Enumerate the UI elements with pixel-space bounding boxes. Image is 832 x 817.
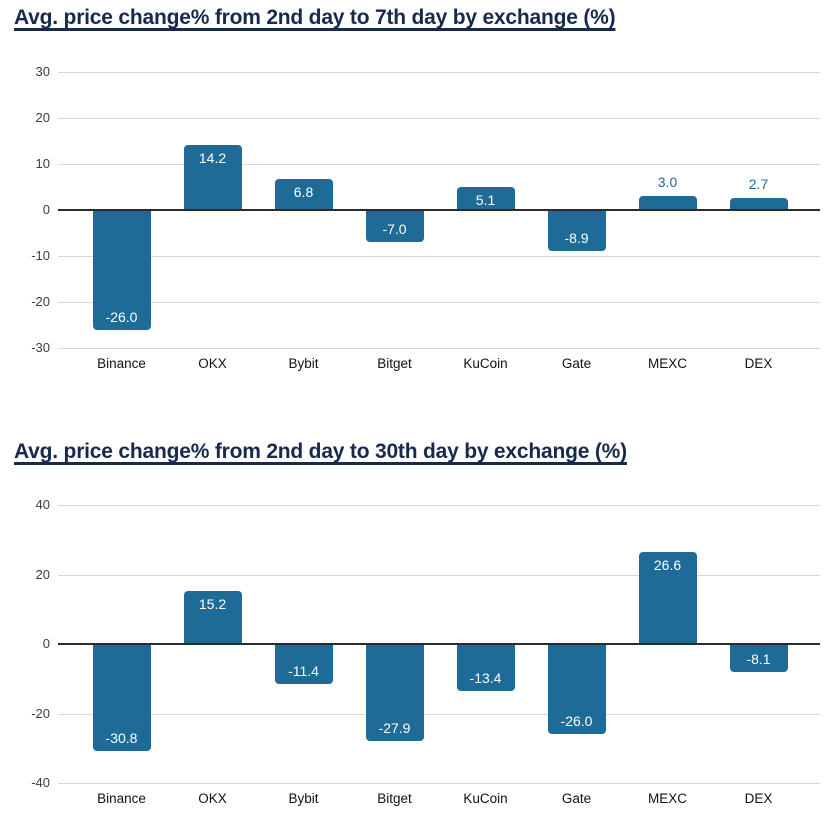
y-tick-label: -40 [31, 775, 50, 790]
bar-value-label: 2.7 [748, 175, 769, 192]
bar-column-kucoin: -13.4 [440, 505, 531, 783]
bar-value-label: -26.0 [560, 713, 593, 730]
bar-column-okx: 14.2 [167, 72, 258, 348]
bar-mexc [638, 196, 697, 210]
bar-value-label: -7.0 [382, 221, 407, 238]
chart-title-7day: Avg. price change% from 2nd day to 7th d… [14, 6, 616, 29]
gridline [58, 72, 820, 73]
x-tick-label-dex: DEX [744, 791, 773, 806]
zero-axis-line [58, 643, 820, 645]
x-tick-label-okx: OKX [198, 356, 227, 371]
gridline [58, 256, 820, 257]
gridline [58, 164, 820, 165]
bar-value-label: -27.9 [378, 719, 411, 736]
gridline [58, 348, 820, 349]
bar-dex: -8.1 [729, 644, 788, 673]
bar-value-label: 6.8 [293, 183, 314, 200]
x-tick-label-mexc: MEXC [647, 356, 687, 371]
x-tick-label-bitget: Bitget [377, 791, 412, 806]
gridline [58, 713, 820, 715]
x-tick-label-bitget: Bitget [377, 356, 412, 371]
bar-column-dex: 2.7 [713, 72, 804, 348]
bar-column-mexc: 26.6 [622, 505, 713, 783]
x-tick-label-gate: Gate [561, 356, 592, 371]
bar-value-label: 26.6 [653, 556, 682, 573]
x-tick-label-kucoin: KuCoin [463, 356, 508, 371]
x-tick-label-binance: Binance [97, 356, 146, 371]
x-tick-label-binance: Binance [97, 791, 146, 806]
bar-kucoin: 5.1 [456, 186, 515, 210]
bar-value-label: 14.2 [198, 149, 227, 166]
gridline [58, 302, 820, 303]
x-tick-label-kucoin: KuCoin [463, 791, 508, 806]
bar-chart-30day: 40 20 0 -20 -40 -30.8 15.2 -11.4 -27.9 -13.4 -26.0… [31, 497, 820, 806]
bar-column-bybit: -11.4 [258, 505, 349, 783]
bar-binance: -26.0 [92, 210, 151, 330]
x-axis-labels: Binance OKX Bybit Bitget KuCoin Gate MEXC DEX [76, 791, 804, 806]
bar-gate: -26.0 [547, 644, 606, 735]
x-tick-label-mexc: MEXC [647, 791, 687, 806]
bar-value-label: 3.0 [657, 174, 678, 191]
bar-value-label: -30.8 [105, 730, 138, 747]
bars-group: -26.0 14.2 6.8 -7.0 5.1 -8.9 3.0 2.7 [76, 72, 804, 348]
bar-column-gate: -26.0 [531, 505, 622, 783]
x-tick-label-bybit: Bybit [288, 356, 319, 371]
bar-column-bitget: -27.9 [349, 505, 440, 783]
y-tick-label: 30 [35, 64, 50, 79]
bar-bitget: -7.0 [365, 210, 424, 243]
bar-dex [729, 197, 788, 210]
gridline [58, 118, 820, 119]
y-tick-label: 20 [35, 110, 50, 125]
x-tick-label-gate: Gate [561, 791, 592, 806]
bar-value-label: 5.1 [475, 191, 496, 208]
y-tick-label: -20 [31, 705, 50, 721]
y-tick-label: -30 [31, 340, 50, 355]
bar-column-mexc: 3.0 [622, 72, 713, 348]
bar-value-label: 15.2 [198, 596, 227, 613]
bar-column-gate: -8.9 [531, 72, 622, 348]
x-tick-label-okx: OKX [198, 791, 227, 806]
x-axis-labels: Binance OKX Bybit Bitget KuCoin Gate MEXC DEX [76, 356, 804, 371]
bar-okx: 14.2 [183, 144, 242, 210]
gridline [58, 505, 820, 506]
bar-binance: -30.8 [92, 644, 151, 752]
bar-value-label: -8.1 [746, 651, 771, 668]
bar-column-bitget: -7.0 [349, 72, 440, 348]
bar-value-label: -26.0 [105, 308, 138, 325]
bar-okx: 15.2 [183, 591, 242, 644]
bar-value-label: -13.4 [469, 669, 502, 686]
zero-axis-line [58, 209, 820, 211]
gridline [58, 574, 820, 576]
bar-chart-7day: 30 20 10 0 -10 -20 -30 -26.0 14.2 6.8 -7.0 5.1 -8.9 3… [31, 64, 820, 371]
bar-column-binance: -26.0 [76, 72, 167, 348]
bar-bybit: 6.8 [274, 178, 333, 210]
bar-value-label: -11.4 [288, 662, 319, 679]
bar-column-bybit: 6.8 [258, 72, 349, 348]
x-tick-label-dex: DEX [744, 356, 773, 371]
chart-title-30day: Avg. price change% from 2nd day to 30th … [14, 440, 627, 463]
bar-column-dex: -8.1 [713, 505, 804, 783]
bar-mexc: 26.6 [638, 551, 697, 644]
y-tick-label: 0 [42, 202, 50, 217]
bar-value-label: -8.9 [564, 229, 589, 246]
y-tick-label: 0 [42, 636, 50, 651]
y-tick-label: 20 [35, 566, 50, 582]
bar-column-kucoin: 5.1 [440, 72, 531, 348]
gridline [58, 783, 820, 784]
bar-bitget: -27.9 [365, 644, 424, 741]
bar-gate: -8.9 [547, 210, 606, 251]
y-tick-label: -10 [31, 248, 50, 263]
y-tick-label: 40 [35, 497, 50, 512]
y-tick-label: -20 [31, 294, 50, 309]
x-tick-label-bybit: Bybit [288, 791, 319, 806]
y-tick-label: 10 [35, 156, 50, 171]
bar-kucoin: -13.4 [456, 644, 515, 691]
bar-column-binance: -30.8 [76, 505, 167, 783]
bar-column-okx: 15.2 [167, 505, 258, 783]
bar-bybit: -11.4 [274, 644, 333, 684]
bars-group: -30.8 15.2 -11.4 -27.9 -13.4 -26.0 26.6 -8.1 [76, 505, 804, 783]
